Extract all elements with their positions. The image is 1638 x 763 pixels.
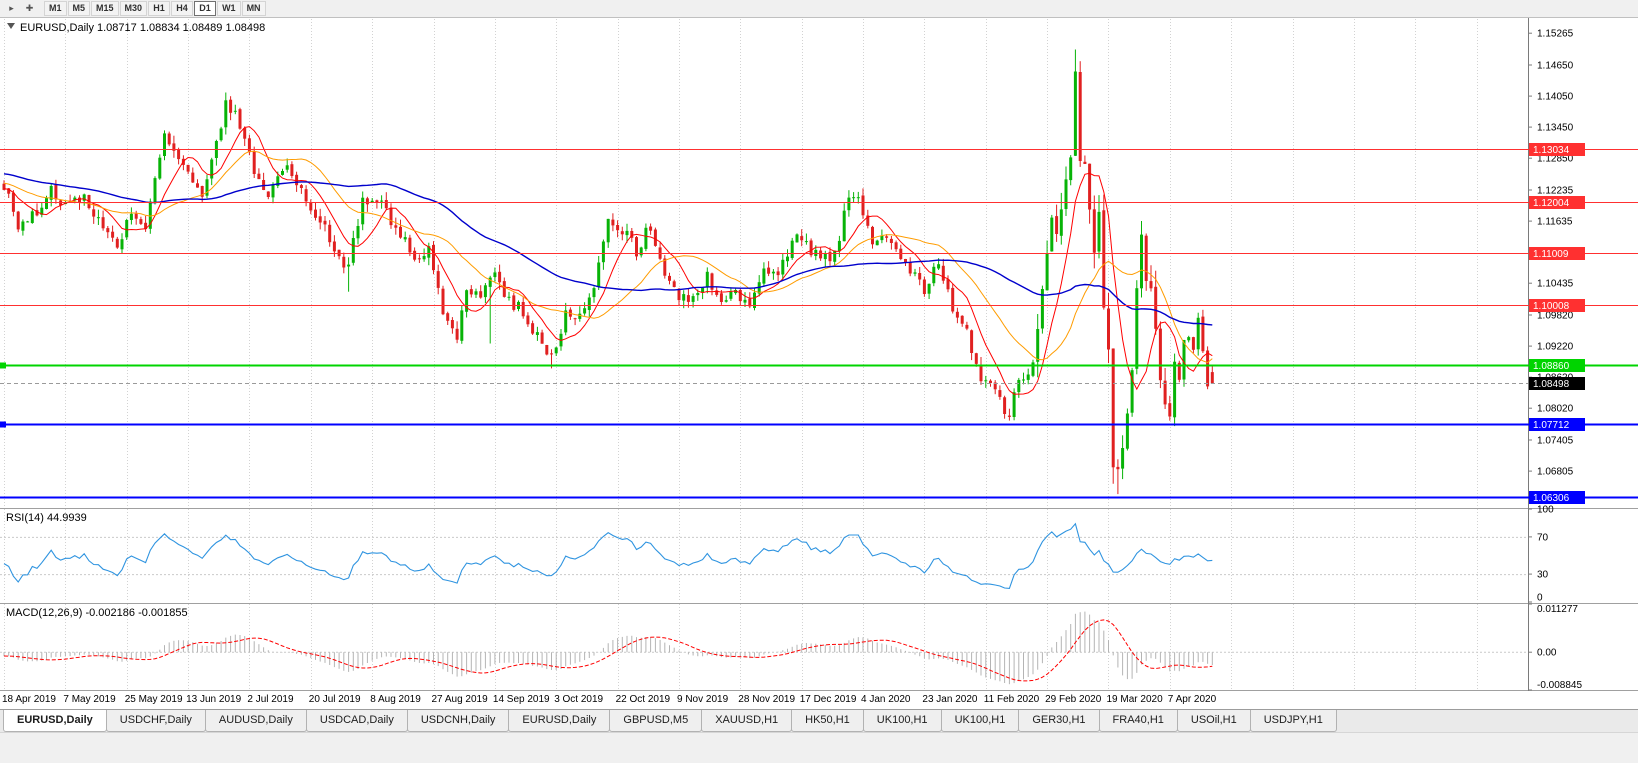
svg-text:1.09820: 1.09820 <box>1537 311 1574 322</box>
svg-text:1.07405: 1.07405 <box>1537 436 1574 447</box>
svg-text:1.10435: 1.10435 <box>1537 279 1574 290</box>
tab-0-eurusd-daily[interactable]: EURUSD,Daily <box>3 710 107 732</box>
date-label: 7 Apr 2020 <box>1168 694 1217 705</box>
crosshair-icon[interactable]: ✚ <box>25 3 34 13</box>
svg-text:1.07712: 1.07712 <box>1533 420 1570 431</box>
tab-2-audusd-daily[interactable]: AUDUSD,Daily <box>204 710 307 732</box>
chart-title-ohlc: EURUSD,Daily 1.08717 1.08834 1.08489 1.0… <box>20 22 265 34</box>
tab-7-xauusd-h1[interactable]: XAUUSD,H1 <box>701 710 793 732</box>
date-label: 20 Jul 2019 <box>309 694 361 705</box>
svg-text:1.12004: 1.12004 <box>1533 198 1570 209</box>
timeframe-button-m15[interactable]: M15 <box>91 1 119 16</box>
price-axis: 1.15265 1.14650 1.14050 1.13450 1.12850 1.122… <box>1528 18 1582 691</box>
tab-1-usdchf-daily[interactable]: USDCHF,Daily <box>105 710 206 732</box>
timeframe-button-h1[interactable]: H1 <box>148 1 171 16</box>
timeframe-button-mn[interactable]: MN <box>241 1 266 16</box>
timeframe-buttons: M1 M5 M15 M30 H1 H4 D1 W1 MN <box>44 1 267 16</box>
date-label: 8 Aug 2019 <box>370 694 421 705</box>
svg-text:1.09220: 1.09220 <box>1537 342 1574 353</box>
line-anchor-handle[interactable] <box>0 362 6 369</box>
date-label: 7 May 2019 <box>63 694 116 705</box>
svg-text:1.06805: 1.06805 <box>1537 467 1574 478</box>
macd-indicator <box>0 611 1528 685</box>
date-label: 3 Oct 2019 <box>554 694 603 705</box>
tab-3-usdcad-daily[interactable]: USDCAD,Daily <box>305 710 408 732</box>
date-label: 4 Jan 2020 <box>861 694 911 705</box>
support-resistance-lines <box>0 149 1638 499</box>
timeframe-button-m30[interactable]: M30 <box>119 1 148 16</box>
timeframe-button-d1[interactable]: D1 <box>194 1 217 16</box>
date-label: 2 Jul 2019 <box>247 694 294 705</box>
rsi-label: RSI(14) 44.9939 <box>6 512 87 524</box>
moving-average-lines <box>3 126 1213 395</box>
date-label: 25 May 2019 <box>125 694 183 705</box>
chart-tab-bar: EURUSD,Daily USDCHF,Daily AUDUSD,Daily USDC… <box>0 709 1638 732</box>
tab-6-gbpusd-m5[interactable]: GBPUSD,M5 <box>609 710 703 732</box>
chart-window[interactable]: 1.15265 1.14650 1.14050 1.13450 1.12850 1.122… <box>0 18 1638 709</box>
svg-text:1.13450: 1.13450 <box>1537 123 1574 134</box>
symbol-dropdown-icon[interactable] <box>7 23 15 29</box>
timeframe-button-w1[interactable]: W1 <box>217 1 241 16</box>
svg-text:0: 0 <box>1537 593 1543 604</box>
top-toolbar: ▸ ✚ M1 M5 M15 M30 H1 H4 D1 W1 MN <box>0 0 1638 18</box>
date-axis: 18 Apr 2019 7 May 2019 25 May 2019 13 Jun 2… <box>2 694 1217 705</box>
date-label: 27 Aug 2019 <box>432 694 489 705</box>
svg-text:0.011277: 0.011277 <box>1537 604 1578 615</box>
date-label: 14 Sep 2019 <box>493 694 550 705</box>
svg-text:1.11009: 1.11009 <box>1533 249 1569 260</box>
grid-lines <box>4 19 1478 690</box>
svg-text:1.13034: 1.13034 <box>1533 145 1570 156</box>
date-label: 22 Oct 2019 <box>616 694 671 705</box>
svg-text:1.12850: 1.12850 <box>1537 154 1574 165</box>
tab-13-usoil-h1[interactable]: USOil,H1 <box>1176 710 1251 732</box>
chart-svg[interactable]: 1.15265 1.14650 1.14050 1.13450 1.12850 1.122… <box>0 18 1638 709</box>
tab-10-uk100-h1[interactable]: UK100,H1 <box>940 710 1020 732</box>
svg-text:1.14050: 1.14050 <box>1537 92 1574 103</box>
panel-labels: EURUSD,Daily 1.08717 1.08834 1.08489 1.0… <box>6 22 265 619</box>
svg-text:0.00: 0.00 <box>1537 648 1557 659</box>
tab-14-usdjpy-h1[interactable]: USDJPY,H1 <box>1249 710 1337 732</box>
svg-text:1.06306: 1.06306 <box>1533 493 1570 504</box>
status-bar <box>0 732 1638 763</box>
timeframe-button-h4[interactable]: H4 <box>171 1 194 16</box>
rsi-indicator <box>0 522 1528 589</box>
tab-4-usdcnh-daily[interactable]: USDCNH,Daily <box>406 710 510 732</box>
tab-8-hk50-h1[interactable]: HK50,H1 <box>791 710 864 732</box>
date-label: 11 Feb 2020 <box>984 694 1040 705</box>
svg-text:-0.008845: -0.008845 <box>1537 680 1582 691</box>
tab-9-uk100-h1[interactable]: UK100,H1 <box>862 710 942 732</box>
date-label: 17 Dec 2019 <box>800 694 857 705</box>
candlestick-series <box>2 49 1214 495</box>
svg-text:30: 30 <box>1537 570 1549 581</box>
svg-text:1.10008: 1.10008 <box>1533 301 1570 312</box>
date-label: 19 Mar 2020 <box>1107 694 1164 705</box>
toolbar-icons: ▸ ✚ <box>3 1 39 16</box>
date-label: 18 Apr 2019 <box>2 694 56 705</box>
axis-price-badges: 1.13034 1.12004 1.11009 1.10008 1.08860 1.077… <box>1529 143 1585 504</box>
macd-label: MACD(12,26,9) -0.002186 -0.001855 <box>6 607 188 619</box>
svg-text:70: 70 <box>1537 532 1549 543</box>
svg-text:1.14650: 1.14650 <box>1537 61 1574 72</box>
date-label: 23 Jan 2020 <box>922 694 977 705</box>
tab-11-ger30-h1[interactable]: GER30,H1 <box>1018 710 1100 732</box>
pointer-icon[interactable]: ▸ <box>9 3 14 13</box>
date-label: 13 Jun 2019 <box>186 694 241 705</box>
tab-5-eurusd-daily[interactable]: EURUSD,Daily <box>508 710 611 732</box>
svg-text:1.08860: 1.08860 <box>1533 361 1570 372</box>
date-label: 28 Nov 2019 <box>738 694 795 705</box>
date-label: 29 Feb 2020 <box>1045 694 1102 705</box>
svg-text:1.08020: 1.08020 <box>1537 404 1574 415</box>
svg-text:1.11635: 1.11635 <box>1537 217 1573 228</box>
current-price-badge: 1.08498 <box>1533 379 1570 390</box>
chart-background <box>0 18 1638 709</box>
svg-text:1.15265: 1.15265 <box>1537 29 1574 40</box>
timeframe-button-m5[interactable]: M5 <box>67 1 91 16</box>
timeframe-button-m1[interactable]: M1 <box>44 1 67 16</box>
line-anchor-handle[interactable] <box>0 421 6 428</box>
date-label: 9 Nov 2019 <box>677 694 729 705</box>
svg-text:1.12235: 1.12235 <box>1537 186 1574 197</box>
panel-separators <box>0 508 1638 691</box>
svg-text:100: 100 <box>1537 505 1554 516</box>
tab-12-fra40-h1[interactable]: FRA40,H1 <box>1098 710 1178 732</box>
